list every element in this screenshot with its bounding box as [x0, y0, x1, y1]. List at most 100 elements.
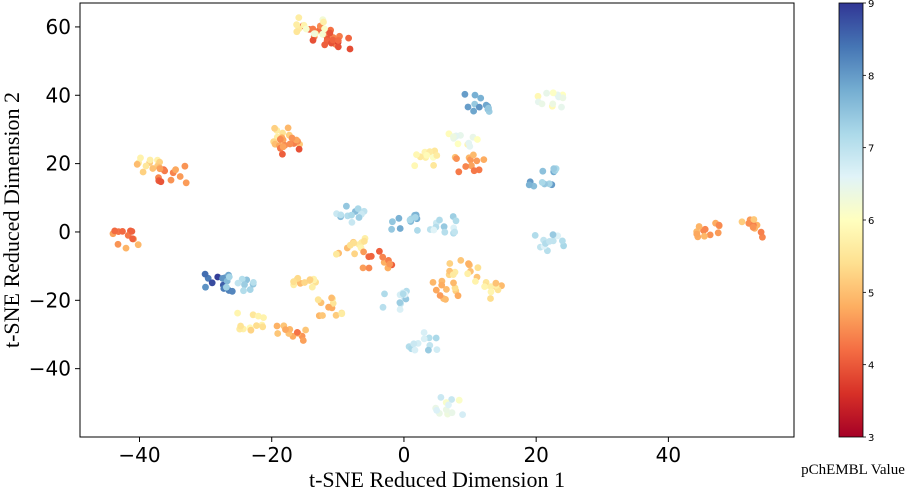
- y-tick-label: −40: [29, 357, 71, 381]
- data-point: [423, 152, 431, 159]
- data-point: [114, 240, 122, 248]
- data-point: [440, 223, 448, 231]
- data-point: [295, 14, 303, 21]
- y-tick-label: 0: [58, 220, 71, 244]
- data-point: [367, 252, 375, 260]
- data-point: [474, 264, 482, 272]
- data-point: [396, 306, 404, 313]
- data-point: [396, 299, 404, 306]
- data-point: [223, 283, 230, 291]
- data-point: [308, 283, 316, 291]
- data-point: [441, 228, 449, 236]
- data-point: [389, 218, 396, 226]
- data-point: [321, 25, 328, 33]
- data-point: [350, 239, 358, 247]
- data-point: [133, 160, 141, 168]
- data-point: [430, 162, 437, 169]
- data-point: [293, 329, 301, 336]
- data-point: [559, 237, 566, 245]
- y-tick-label: 20: [46, 152, 71, 176]
- data-point: [549, 231, 557, 239]
- data-point: [549, 89, 557, 97]
- data-point: [695, 223, 703, 230]
- data-point: [201, 270, 209, 278]
- data-point: [334, 43, 342, 51]
- data-point: [750, 216, 758, 223]
- data-point: [137, 154, 144, 162]
- data-point: [279, 143, 287, 151]
- data-point: [429, 279, 437, 286]
- data-point: [134, 241, 142, 249]
- data-point: [333, 250, 340, 258]
- data-point: [273, 322, 281, 330]
- data-point: [396, 225, 404, 232]
- scatter-points: [109, 14, 766, 418]
- data-point: [420, 329, 428, 336]
- data-point: [253, 322, 260, 329]
- data-point: [470, 167, 478, 175]
- data-point: [156, 165, 164, 173]
- data-point: [470, 107, 477, 115]
- data-point: [395, 214, 403, 222]
- data-point: [433, 346, 441, 353]
- data-point: [414, 227, 421, 234]
- data-point: [457, 257, 465, 264]
- data-point: [240, 287, 247, 295]
- data-point: [443, 286, 450, 293]
- data-point: [282, 326, 289, 333]
- data-point: [309, 36, 317, 44]
- data-point: [129, 235, 137, 243]
- colorbar-ticks: 3 4 5 6 7 8 9: [863, 0, 874, 444]
- data-point: [359, 264, 367, 272]
- data-point: [481, 283, 488, 290]
- data-point: [271, 124, 278, 132]
- data-point: [464, 270, 472, 278]
- data-point: [314, 296, 322, 304]
- data-point: [139, 168, 147, 176]
- data-point: [234, 309, 242, 317]
- data-point: [276, 135, 284, 143]
- data-point: [345, 34, 352, 42]
- data-point: [453, 155, 460, 163]
- x-tick-label: −20: [251, 443, 293, 467]
- data-point: [260, 314, 267, 321]
- x-tick-label: 40: [656, 443, 681, 467]
- data-point: [411, 162, 419, 170]
- data-point: [436, 292, 444, 299]
- y-tick-label: −20: [29, 288, 71, 312]
- data-point: [386, 260, 394, 268]
- data-point: [302, 25, 310, 33]
- data-point: [325, 303, 332, 311]
- data-point: [487, 283, 495, 290]
- colorbar-tick-label: 8: [868, 71, 874, 82]
- data-point: [293, 21, 300, 29]
- data-point: [410, 340, 418, 348]
- data-point: [432, 334, 440, 342]
- data-point: [250, 279, 257, 286]
- data-point: [420, 335, 428, 343]
- data-point: [149, 165, 157, 172]
- data-point: [438, 281, 446, 289]
- data-point: [757, 228, 765, 236]
- data-point: [301, 279, 308, 286]
- data-point: [286, 140, 294, 148]
- data-point: [228, 287, 236, 295]
- data-point: [468, 162, 475, 170]
- data-point: [249, 311, 257, 319]
- data-point: [329, 36, 337, 44]
- data-point: [406, 216, 414, 224]
- data-point: [320, 18, 327, 26]
- data-point: [749, 223, 757, 231]
- data-point: [306, 276, 314, 284]
- data-point: [450, 133, 457, 141]
- data-point: [348, 211, 355, 219]
- data-point: [381, 290, 388, 298]
- data-point: [474, 136, 481, 143]
- data-point: [538, 179, 546, 186]
- data-point: [146, 156, 154, 164]
- data-point: [247, 326, 255, 334]
- data-point: [558, 103, 565, 111]
- data-point: [455, 396, 463, 404]
- colorbar-tick-label: 3: [868, 433, 874, 444]
- colorbar-tick-label: 9: [868, 0, 874, 10]
